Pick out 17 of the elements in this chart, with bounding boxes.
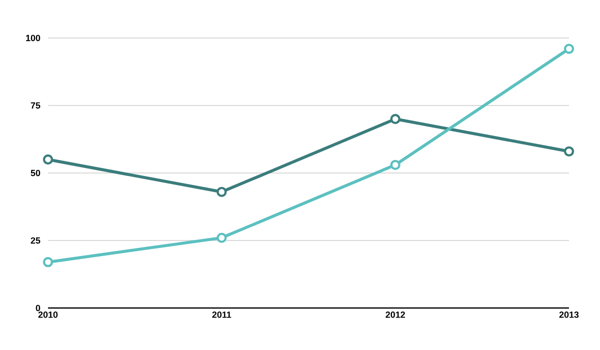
point bbox=[564, 44, 574, 54]
y-tick-label: 100 bbox=[26, 34, 40, 42]
point bbox=[216, 232, 227, 243]
point bbox=[390, 160, 400, 170]
x-tick-label: 2010 bbox=[38, 312, 58, 318]
y-tick-label: 25 bbox=[30, 237, 40, 244]
x-tick-label: 2011 bbox=[212, 312, 232, 318]
point bbox=[564, 146, 574, 156]
x-tick-label: 2012 bbox=[386, 312, 405, 318]
point bbox=[216, 186, 227, 197]
y-tick-label: 50 bbox=[30, 170, 40, 176]
point bbox=[42, 257, 54, 268]
x-tick-label: 2013 bbox=[559, 312, 579, 318]
y-tick-label: 75 bbox=[30, 102, 40, 109]
point bbox=[390, 114, 400, 124]
y-tick-label: 0 bbox=[36, 304, 40, 312]
point bbox=[42, 154, 54, 165]
